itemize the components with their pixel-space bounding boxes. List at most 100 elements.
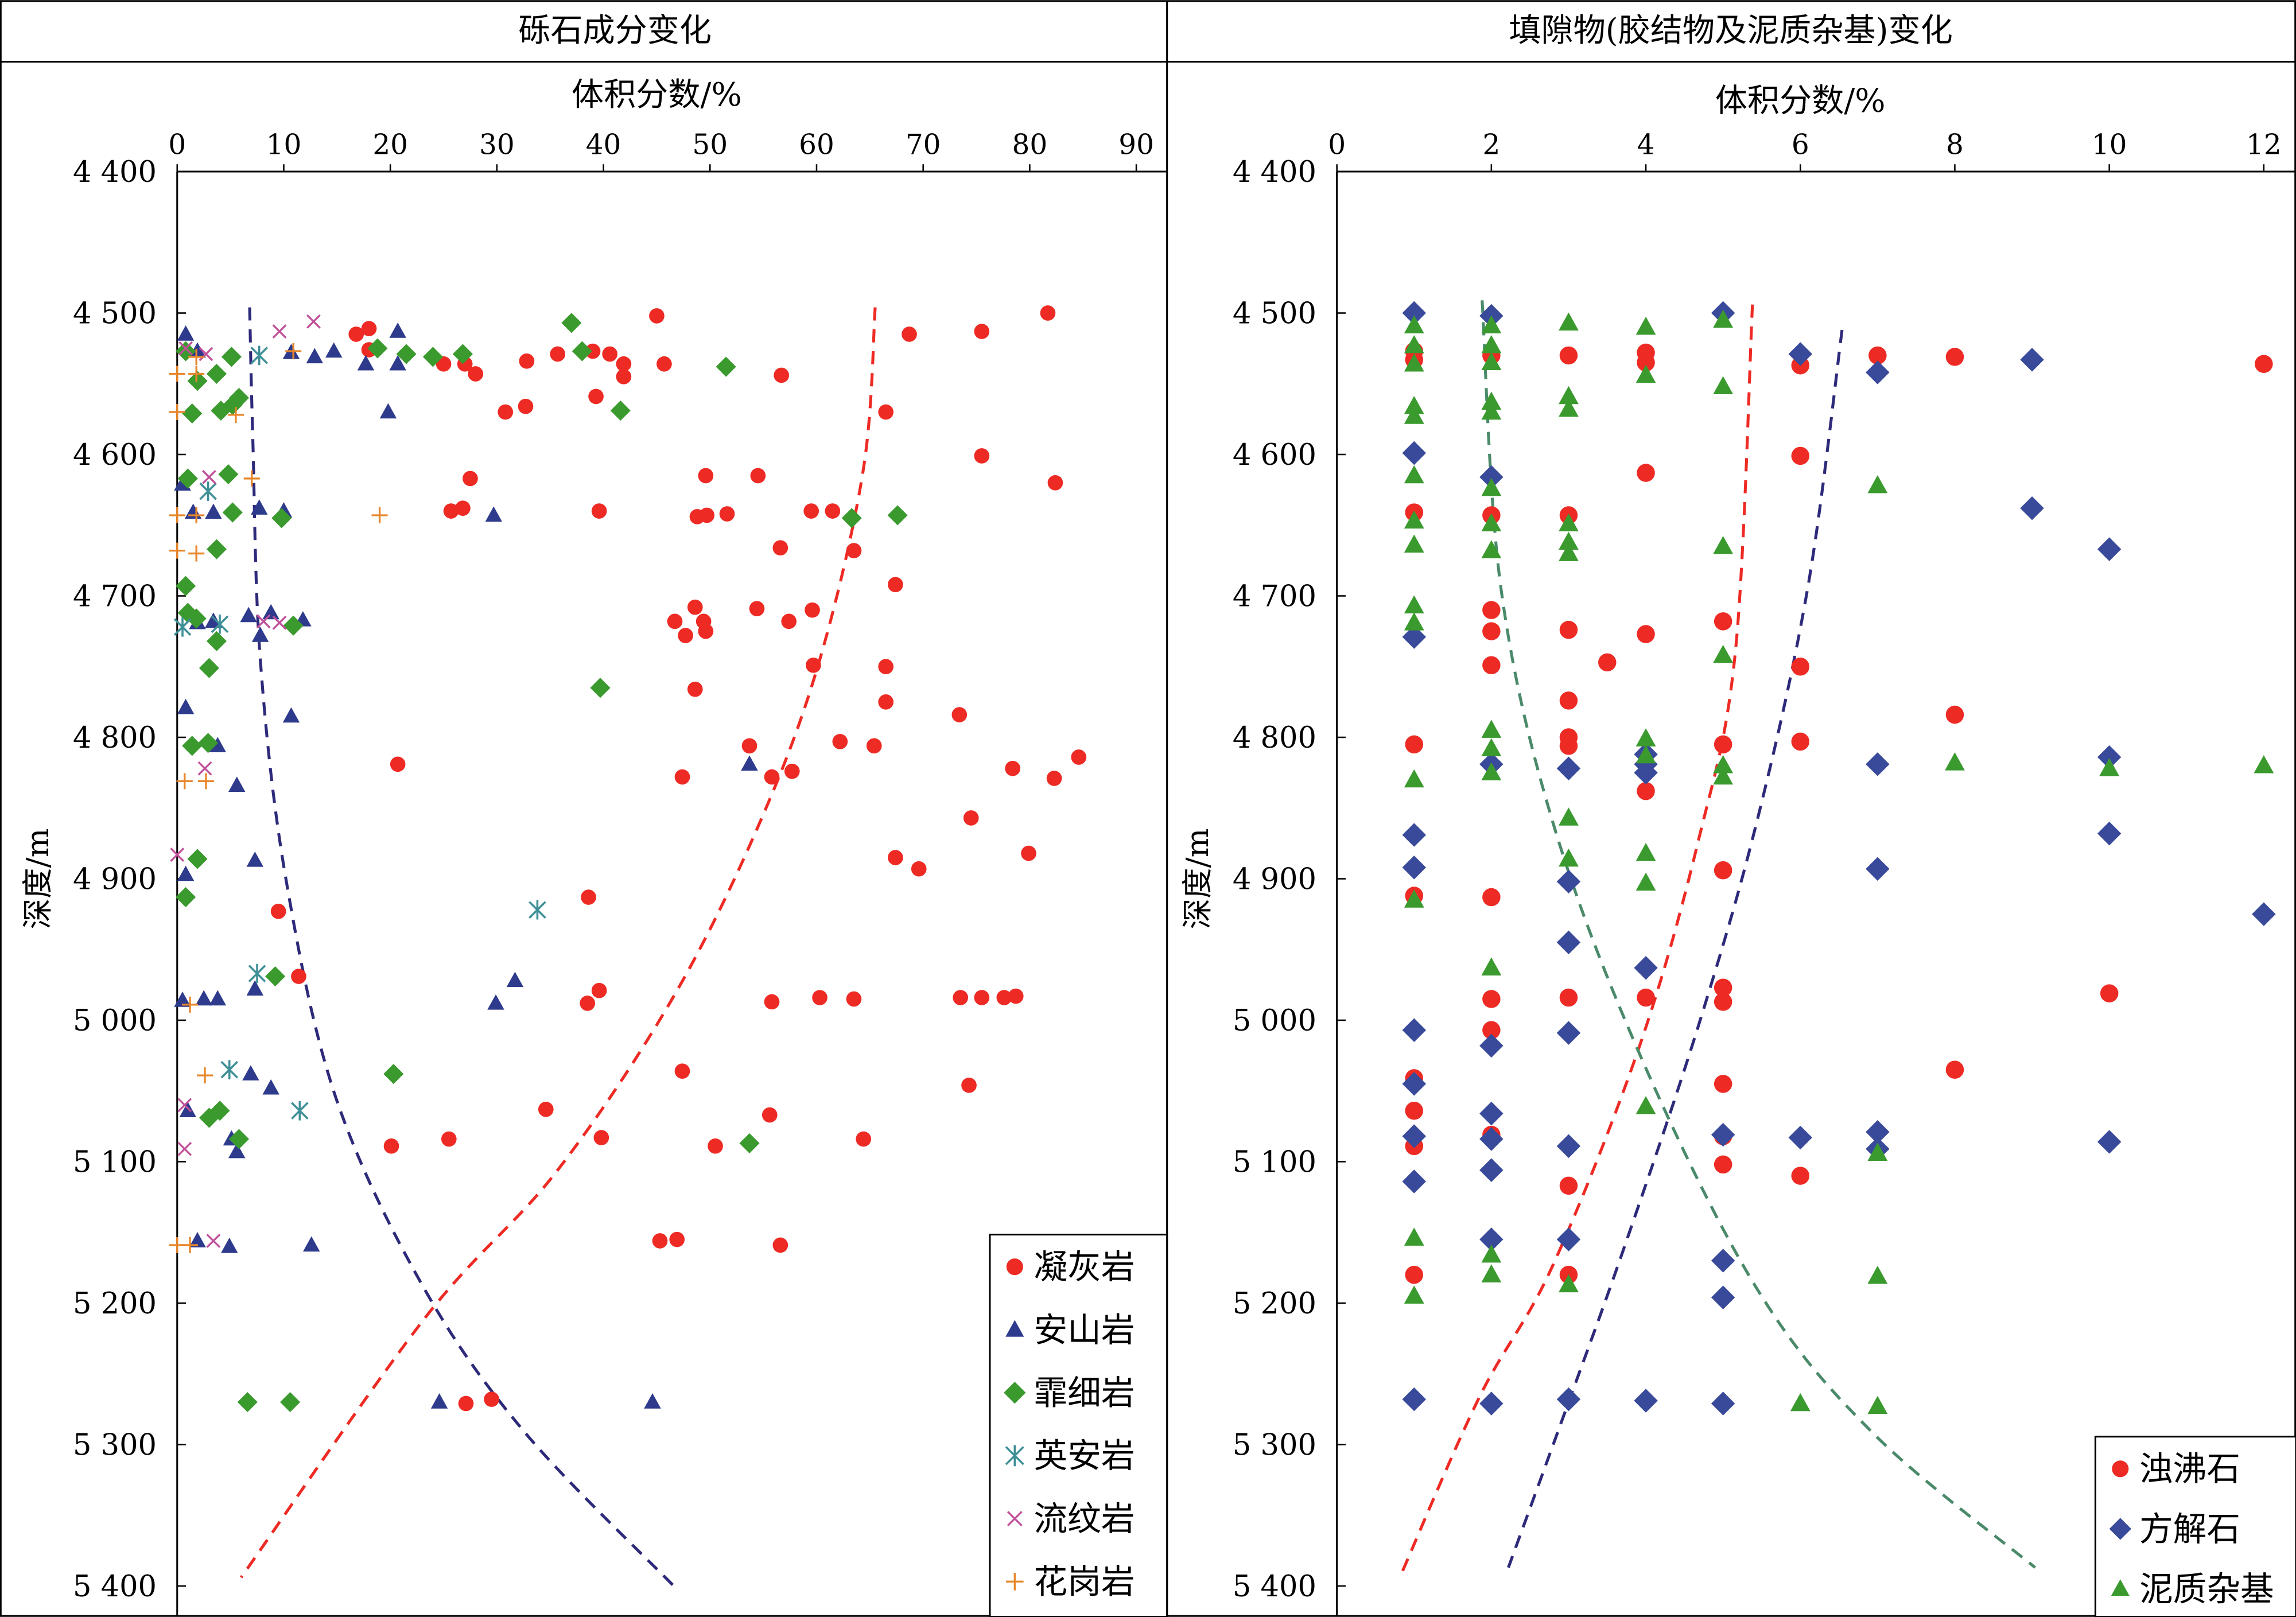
data-point bbox=[581, 889, 596, 905]
data-point bbox=[1559, 386, 1579, 405]
data-point bbox=[1637, 782, 1655, 800]
data-point bbox=[1402, 1169, 1426, 1194]
data-point bbox=[1404, 335, 1424, 353]
data-point bbox=[1482, 1021, 1501, 1039]
left-panel-title: 砾石成分变化 bbox=[518, 12, 712, 49]
data-point bbox=[1711, 1249, 1735, 1273]
data-point bbox=[177, 698, 195, 714]
trend-line bbox=[248, 307, 675, 1587]
data-point bbox=[708, 1138, 723, 1154]
data-point bbox=[242, 1065, 259, 1080]
data-point bbox=[996, 990, 1012, 1005]
data-point bbox=[812, 990, 828, 1005]
data-point bbox=[974, 324, 990, 339]
data-point bbox=[177, 1141, 192, 1156]
data-point bbox=[866, 738, 882, 754]
y-tick-label: 4 600 bbox=[1233, 438, 1316, 472]
data-point bbox=[1598, 653, 1617, 672]
data-point bbox=[1481, 315, 1502, 333]
data-point bbox=[283, 615, 304, 636]
data-point bbox=[1047, 475, 1063, 491]
data-point bbox=[455, 500, 471, 516]
data-point bbox=[383, 1064, 404, 1085]
data-point bbox=[1402, 856, 1426, 880]
data-point bbox=[1046, 771, 1062, 786]
data-point bbox=[846, 991, 862, 1007]
data-point bbox=[248, 963, 266, 984]
data-point bbox=[1402, 301, 1426, 325]
legend-marker bbox=[1005, 1445, 1024, 1467]
data-point bbox=[784, 763, 800, 779]
data-point bbox=[177, 468, 198, 489]
data-point bbox=[1867, 1142, 1888, 1161]
data-point bbox=[1714, 978, 1732, 997]
trend-line bbox=[1400, 304, 1754, 1576]
data-point bbox=[1404, 406, 1424, 424]
data-point bbox=[1481, 513, 1502, 532]
data-point bbox=[591, 982, 607, 998]
legend-label: 凝灰岩 bbox=[1034, 1247, 1135, 1286]
data-point bbox=[1635, 872, 1656, 891]
data-point bbox=[616, 356, 632, 372]
data-point bbox=[485, 506, 503, 522]
data-point bbox=[169, 404, 185, 421]
x-tick-label: 50 bbox=[692, 129, 728, 161]
y-tick-label: 4 700 bbox=[73, 580, 157, 613]
data-point bbox=[1405, 1265, 1424, 1284]
data-point bbox=[202, 470, 216, 484]
data-point bbox=[1404, 534, 1424, 553]
data-point bbox=[1867, 1396, 1888, 1414]
data-point bbox=[616, 369, 632, 384]
data-point bbox=[173, 617, 192, 637]
x-tick-label: 0 bbox=[1328, 129, 1346, 161]
x-tick-label: 6 bbox=[1792, 129, 1809, 161]
data-point bbox=[1711, 1391, 1735, 1416]
data-point bbox=[487, 994, 504, 1010]
data-point bbox=[687, 681, 703, 697]
data-point bbox=[519, 353, 535, 369]
data-point bbox=[1482, 888, 1501, 907]
data-point bbox=[348, 326, 364, 342]
data-point bbox=[2255, 355, 2273, 374]
data-point bbox=[674, 769, 690, 785]
data-point bbox=[846, 543, 862, 558]
legend-label: 安山岩 bbox=[1034, 1311, 1135, 1350]
data-point bbox=[888, 577, 903, 593]
data-point bbox=[188, 545, 205, 562]
x-tick-label: 2 bbox=[1482, 129, 1500, 161]
legend-label: 霏细岩 bbox=[1034, 1374, 1135, 1413]
data-point bbox=[262, 604, 279, 620]
y-tick-label: 5 100 bbox=[73, 1145, 157, 1179]
data-point bbox=[1713, 766, 1734, 785]
data-point bbox=[698, 468, 714, 484]
data-point bbox=[1714, 861, 1732, 880]
data-point bbox=[228, 776, 246, 792]
x-tick-label: 30 bbox=[479, 129, 515, 161]
y-tick-label: 4 800 bbox=[73, 721, 157, 755]
data-point bbox=[1637, 353, 1655, 372]
data-point bbox=[1402, 441, 1426, 465]
data-point bbox=[1481, 762, 1502, 780]
data-point bbox=[285, 343, 302, 360]
data-point bbox=[772, 1237, 788, 1253]
data-point bbox=[1559, 807, 1579, 826]
x-tick-label: 8 bbox=[1946, 129, 1964, 161]
data-point bbox=[652, 1233, 668, 1249]
data-point bbox=[1713, 309, 1734, 328]
legend-marker bbox=[2112, 1460, 2129, 1478]
data-point bbox=[221, 1237, 238, 1253]
right-chart: 0 2 4 6 8 10 12 4 400 4 500 4 600 4 700 4 800 4 900 5… bbox=[1179, 82, 2296, 1617]
data-point bbox=[182, 1237, 199, 1253]
data-point bbox=[1559, 848, 1579, 867]
data-point bbox=[610, 401, 631, 421]
data-point bbox=[463, 471, 478, 487]
data-point bbox=[189, 1232, 206, 1247]
data-point bbox=[1402, 625, 1426, 649]
data-point bbox=[188, 348, 205, 365]
data-point bbox=[781, 613, 797, 629]
data-point bbox=[825, 503, 841, 519]
data-point bbox=[538, 1101, 554, 1117]
y-tick-label: 5 200 bbox=[73, 1287, 157, 1321]
